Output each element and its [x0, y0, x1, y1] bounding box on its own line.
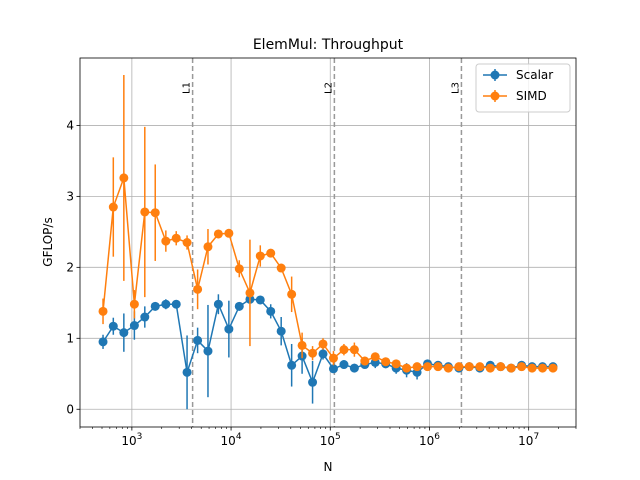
- data-point: [538, 363, 548, 373]
- data-point: [150, 208, 160, 218]
- legend-label: SIMD: [516, 89, 547, 103]
- series-simd: [98, 75, 558, 373]
- data-point: [266, 306, 276, 316]
- data-point: [119, 173, 129, 183]
- data-series: [98, 75, 558, 410]
- data-point: [140, 312, 150, 322]
- data-point: [108, 202, 118, 212]
- data-point: [129, 299, 139, 309]
- data-point: [98, 337, 108, 347]
- data-point: [308, 348, 318, 358]
- cache-line-label: L2: [323, 82, 334, 94]
- data-point: [360, 356, 370, 366]
- data-point: [193, 335, 203, 345]
- plot-frame: [79, 57, 577, 428]
- data-point: [224, 228, 234, 238]
- chart-title: ElemMul: Throughput: [253, 37, 404, 53]
- data-point: [140, 207, 150, 217]
- data-point: [287, 289, 297, 299]
- y-tick-label: 3: [66, 189, 74, 203]
- x-tick-label: 104: [221, 432, 242, 448]
- data-point: [318, 349, 328, 359]
- legend-marker: [490, 91, 500, 101]
- data-point: [234, 301, 244, 311]
- data-point: [349, 345, 359, 355]
- data-point: [150, 301, 160, 311]
- y-tick-label: 0: [66, 402, 74, 416]
- data-point: [402, 363, 412, 373]
- legend-entry-simd: SIMD: [483, 89, 547, 103]
- data-point: [381, 357, 391, 367]
- data-point: [213, 299, 223, 309]
- data-point: [182, 238, 192, 247]
- legend-label: Scalar: [516, 68, 553, 82]
- data-point: [423, 362, 433, 372]
- legend-marker: [490, 70, 500, 80]
- y-axis-label: GFLOP/s: [41, 217, 55, 266]
- data-point: [224, 324, 234, 334]
- x-axis-label: N: [324, 460, 333, 474]
- data-point: [391, 359, 401, 369]
- data-point: [255, 251, 265, 261]
- data-point: [548, 363, 558, 373]
- cache-line-label: L3: [450, 82, 461, 94]
- x-tick-label: 103: [121, 432, 142, 448]
- data-point: [119, 328, 129, 338]
- data-point: [433, 362, 443, 372]
- data-point: [255, 295, 265, 305]
- data-point: [171, 233, 181, 243]
- data-point: [349, 363, 359, 373]
- x-tick-label: 105: [320, 432, 341, 448]
- data-point: [276, 326, 286, 336]
- data-point: [443, 363, 453, 373]
- x-tick-label: 107: [518, 432, 539, 448]
- data-point: [475, 362, 485, 372]
- y-tick-label: 1: [66, 331, 74, 345]
- data-point: [308, 377, 318, 387]
- data-point: [412, 362, 422, 372]
- data-point: [213, 229, 223, 239]
- data-point: [464, 362, 474, 372]
- data-point: [517, 362, 527, 372]
- data-point: [370, 352, 380, 362]
- data-point: [485, 363, 495, 373]
- legend: Scalar SIMD: [475, 63, 571, 113]
- data-point: [339, 345, 349, 355]
- data-point: [506, 363, 516, 373]
- data-point: [454, 362, 464, 372]
- data-point: [108, 321, 118, 331]
- data-point: [339, 360, 349, 370]
- data-point: [328, 353, 338, 363]
- data-point: [182, 367, 192, 377]
- data-point: [129, 321, 139, 331]
- data-point: [266, 248, 276, 258]
- data-point: [171, 299, 181, 309]
- data-point: [161, 299, 171, 309]
- data-point: [496, 362, 506, 372]
- axis-ticks: 0 1 2 3 4 103 104 105 106 107: [66, 118, 577, 448]
- data-point: [234, 264, 244, 274]
- data-point: [276, 263, 286, 273]
- legend-entry-scalar: Scalar: [483, 68, 553, 82]
- data-point: [98, 306, 108, 316]
- data-point: [287, 360, 297, 370]
- data-point: [297, 340, 307, 350]
- cache-line-label: L1: [182, 82, 193, 94]
- data-point: [193, 284, 203, 294]
- y-tick-label: 4: [66, 118, 74, 132]
- data-point: [328, 364, 338, 374]
- x-tick-label: 106: [419, 432, 440, 448]
- data-point: [318, 339, 328, 349]
- data-point: [161, 236, 171, 246]
- legend-box: [475, 63, 571, 113]
- y-tick-label: 2: [66, 260, 74, 274]
- data-point: [245, 288, 255, 298]
- data-point: [203, 242, 213, 252]
- data-point: [527, 363, 537, 373]
- data-point: [203, 346, 213, 356]
